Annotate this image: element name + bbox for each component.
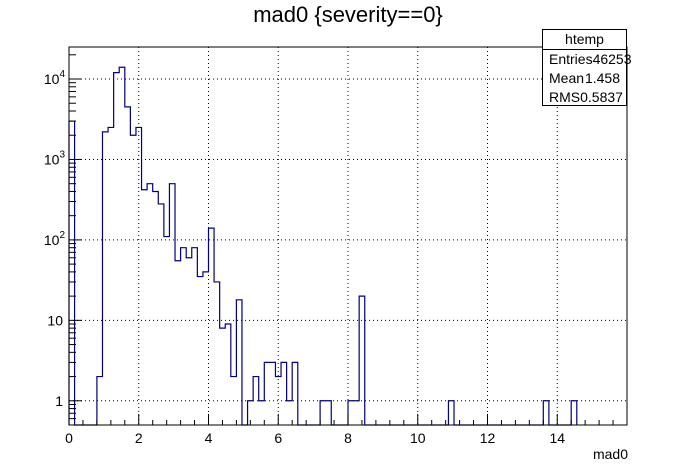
stats-label-rms: RMS [549,89,581,105]
y-tick-label: 1 [55,393,63,409]
x-tick-label: 12 [480,430,496,446]
x-tick-label: 14 [549,430,565,446]
y-tick-label: 10 [47,312,63,328]
stats-label-mean: Mean [549,70,585,86]
chart-title: mad0 {severity==0} [253,2,443,27]
stats-value-rms: 0.5837 [580,89,623,105]
x-tick-label: 10 [410,430,426,446]
y-tick-label: 103 [44,149,66,167]
x-tick-label: 0 [65,430,73,446]
x-axis-title: mad0 [592,446,628,462]
stats-row-mean: Mean 1.458 [543,69,626,88]
stats-value-mean: 1.458 [584,70,620,86]
stats-box-title: htemp [543,30,626,50]
x-tick-label: 4 [205,430,213,446]
stats-row-entries: Entries 46253 [543,50,632,69]
stats-row-rms: RMS 0.5837 [543,88,626,107]
stats-box: htemp Entries 46253 Mean 1.458 RMS 0.583… [542,29,632,107]
y-tick-label: 104 [44,69,66,87]
histogram-line [68,66,578,426]
stats-label-entries: Entries [549,51,593,67]
x-tick-label: 8 [344,430,352,446]
stats-value-entries: 46253 [592,51,632,67]
x-tick-label: 2 [135,430,143,446]
x-tick-label: 6 [274,430,282,446]
y-tick-label: 102 [44,230,66,248]
